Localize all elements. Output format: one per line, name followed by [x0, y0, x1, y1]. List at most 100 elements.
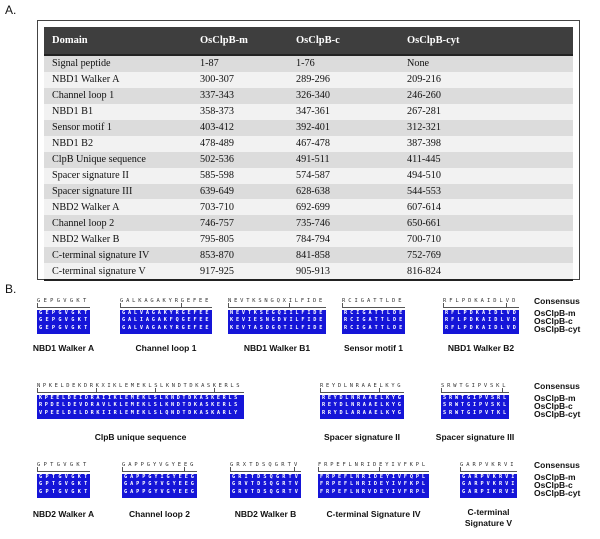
aligned-sequence-row: REYDLNRAAELKYG — [322, 402, 404, 409]
position-tick — [505, 303, 507, 307]
table-cell-range: 746-757 — [192, 215, 288, 232]
header-osclpb-c: OsClpB-c — [288, 27, 399, 55]
alignment-caption: NBD1 Walker B2 — [447, 343, 515, 353]
table-cell-range: 209-216 — [399, 71, 573, 88]
table-cell-range: 628-638 — [288, 183, 399, 200]
alignment-caption: NBD2 Walker B — [234, 509, 297, 519]
table-row: Spacer signature III 639-649 628-638 544-55… — [44, 183, 573, 200]
alignment-caption: NBD1 Walker B1 — [243, 343, 311, 353]
aligned-sequence-row: GARPIKRVI — [462, 488, 517, 495]
consensus-underline — [37, 471, 90, 472]
position-tick — [183, 467, 185, 471]
side-label-seq3: OsClpB-cyt — [534, 409, 581, 419]
table-cell-range: 639-649 — [192, 183, 288, 200]
header-osclpb-m: OsClpB-m — [192, 27, 288, 55]
table-cell-range: 387-398 — [399, 135, 573, 152]
panel-a-label: A. — [5, 3, 17, 17]
consensus-sequence: RCIGATTLDE — [342, 298, 405, 304]
table-cell-domain: NBD2 Walker B — [44, 231, 192, 248]
aligned-sequences: SRWTGIPVSRL SRWTGIPVSKL SRWTGIPVTKL — [441, 395, 509, 419]
aligned-sequence-row: GPTGVGKT — [39, 481, 90, 488]
consensus-underline — [122, 471, 197, 472]
aligned-sequences: FRPEFLNRIDEYIVFQPL FRPEFLNRIDEYIVFKPL FRPE… — [318, 474, 429, 498]
alignment-caption: NBD2 Walker A — [32, 509, 95, 519]
table-cell-range: 300-307 — [192, 71, 288, 88]
header-osclpb-cyt: OsClpB-cyt — [399, 27, 573, 55]
alignment-caption: C-terminal Signature IV — [326, 509, 421, 519]
table-cell-range: 347-361 — [288, 103, 399, 120]
position-tick — [37, 467, 38, 471]
aligned-sequences: KPEELDEIDRAIIKLEMEKLSLKNDTDKASKERLS RPDEL… — [37, 395, 244, 419]
table-cell-range: 502-536 — [192, 151, 288, 168]
table-cell-range: 326-340 — [288, 87, 399, 104]
consensus-underline — [230, 471, 301, 472]
table-cell-range: 411-445 — [399, 151, 573, 168]
side-label-seq2: OsClpB-c — [534, 401, 573, 411]
side-label-consensus: Consensus — [534, 296, 580, 306]
domain-table: Domain OsClpB-m OsClpB-c OsClpB-cyt Sign… — [44, 27, 573, 282]
table-cell-range: 1-76 — [288, 54, 399, 72]
table-row: Channel loop 2 746-757 735-746 650-661 — [44, 215, 573, 232]
consensus-underline — [342, 307, 405, 308]
consensus-underline — [318, 471, 429, 472]
table-cell-domain: NBD1 B1 — [44, 103, 192, 120]
table-cell-range: 544-553 — [399, 183, 573, 200]
table-cell-range: 841-858 — [288, 247, 399, 264]
aligned-sequence-row: RFLPDKAIDLVD — [445, 310, 519, 316]
table-cell-range: 1-87 — [192, 54, 288, 72]
consensus-sequence: FRPEFLNRIDEYIVFKPL — [318, 462, 429, 468]
position-tick — [213, 388, 215, 392]
position-tick — [320, 388, 321, 392]
aligned-sequence-row: GAPPGYIGYEEG — [124, 474, 197, 480]
consensus-sequence: SRWTGIPVSKL — [441, 383, 509, 389]
position-tick — [293, 467, 295, 471]
table-row: NBD2 Walker B 795-805 784-794 700-710 — [44, 231, 573, 248]
consensus-underline — [460, 471, 517, 472]
consensus-sequence: NEVTKSNGQXILFIDE — [228, 298, 326, 304]
table-cell-range: 403-412 — [192, 119, 288, 136]
table-cell-range: 574-587 — [288, 167, 399, 184]
side-label-consensus: Consensus — [534, 381, 580, 391]
table-cell-domain: NBD1 Walker A — [44, 71, 192, 88]
table-cell-range: None — [399, 54, 573, 72]
table-row: NBD1 B2 478-489 467-478 387-398 — [44, 135, 573, 152]
table-cell-domain: Spacer signature II — [44, 167, 192, 184]
aligned-sequence-row: GALVAGAKYRGEFEE — [122, 324, 212, 331]
aligned-sequence-row: FRPEFLNRIDEYIVFQPL — [320, 474, 428, 480]
aligned-sequences: RFLPDKAIDLVD RFLPDKAIDLVD RFLPDKAIDLVD — [443, 310, 519, 334]
side-label-seq1: OsClpB-m — [534, 308, 576, 318]
consensus-sequence: GRXTDSQGRTV — [230, 462, 301, 468]
aligned-sequence-row: KEVIESNGDVILFIDE — [230, 317, 326, 324]
aligned-sequence-row: GEPGVGKT — [39, 324, 90, 331]
table-cell-range: 795-805 — [192, 231, 288, 248]
table-row: ClpB Unique sequence 502-536 491-511 411-44… — [44, 151, 573, 168]
position-tick — [441, 388, 442, 392]
position-tick — [37, 388, 38, 392]
consensus-sequence: GARPVKRVI — [460, 462, 517, 468]
aligned-sequence-row: SRWTGIPVSKL — [443, 402, 509, 409]
table-cell-range: 752-769 — [399, 247, 573, 264]
aligned-sequence-row: RFLPDKAIDLVD — [445, 317, 519, 324]
consensus-underline — [120, 307, 212, 308]
aligned-sequence-row: NEVTKSEGQIILFIDE — [230, 310, 326, 316]
aligned-sequence-row: VPEELDELDRKIIRLEMEKLSLQNDTDKASKARLY — [39, 409, 240, 416]
aligned-sequence-row: RCIGATTLDE — [344, 324, 405, 331]
consensus-underline — [441, 392, 509, 393]
aligned-sequence-row: GRVTDSQGRTV — [232, 488, 301, 495]
table-cell-range: 491-511 — [288, 151, 399, 168]
aligned-sequence-row: FRPEFLNRIDEYIVFKPL — [320, 481, 428, 488]
aligned-sequence-row: GAPPGYVGYEEG — [124, 488, 197, 495]
table-cell-range: 337-343 — [192, 87, 288, 104]
table-row: NBD1 Walker A 300-307 289-296 209-216 — [44, 71, 573, 88]
consensus-sequence: GPTGVGKT — [37, 462, 90, 468]
consensus-underline — [443, 307, 519, 308]
aligned-sequence-row: GARPVKRVI — [462, 481, 517, 488]
alignment-caption: Channel loop 2 — [129, 509, 190, 519]
aligned-sequence-row: RRYDLARAAELKYG — [322, 409, 404, 416]
table-cell-domain: Channel loop 2 — [44, 215, 192, 232]
table-cell-range: 700-710 — [399, 231, 573, 248]
table-cell-range: 585-598 — [192, 167, 288, 184]
alignment-caption: Spacer signature III — [435, 432, 515, 442]
aligned-sequences: GARPVKRVI GARPVKRVI GARPIKRVI — [460, 474, 517, 498]
consensus-underline — [37, 392, 244, 393]
